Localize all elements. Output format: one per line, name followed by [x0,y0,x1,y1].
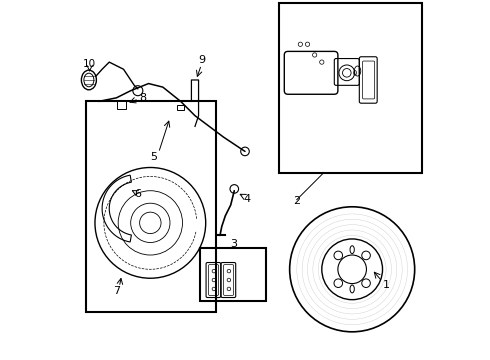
Bar [86,102,217,312]
Text: 3: 3 [230,239,237,249]
Bar [279,3,422,173]
Text: 5: 5 [150,152,157,162]
Bar [177,105,184,111]
Text: 1: 1 [383,280,390,291]
Text: 9: 9 [198,55,206,65]
Bar [118,101,126,109]
Text: 10: 10 [83,59,96,69]
Text: 6: 6 [134,189,141,199]
Text: 7: 7 [113,286,120,296]
Text: 4: 4 [243,194,250,203]
Text: 2: 2 [293,197,300,206]
Text: 8: 8 [140,93,147,103]
Bar [200,248,267,301]
